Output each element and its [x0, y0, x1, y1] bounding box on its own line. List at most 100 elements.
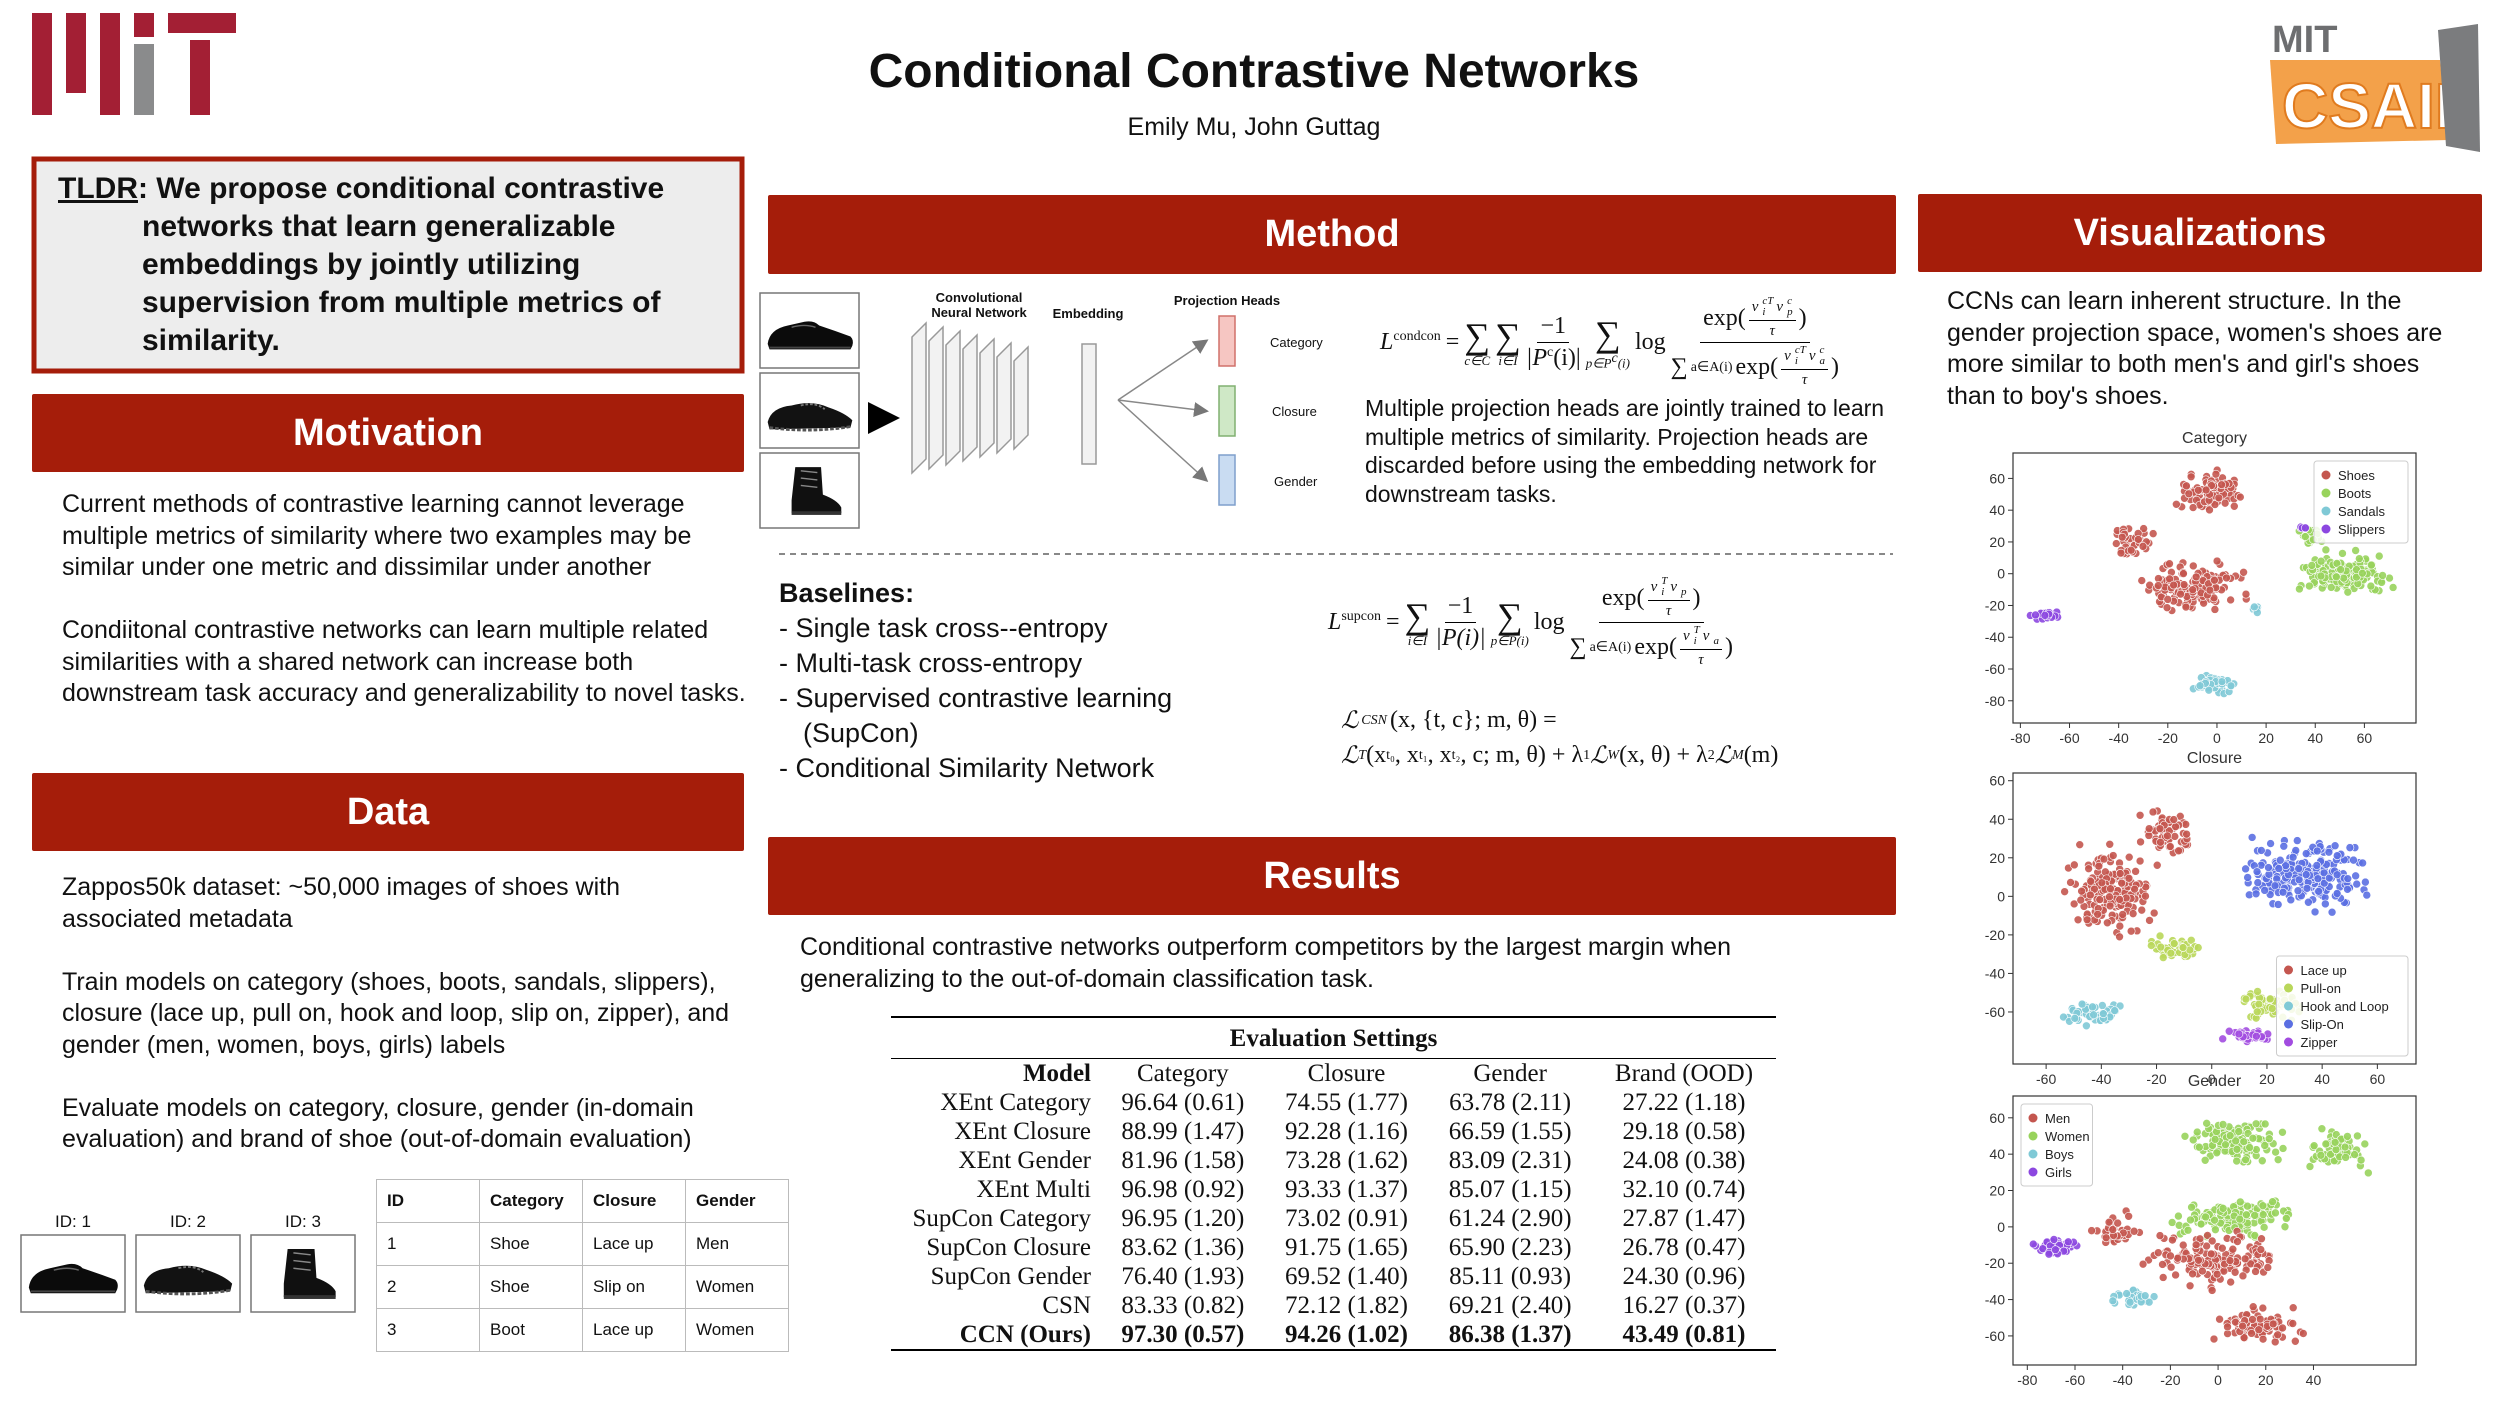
scatter-point	[2155, 931, 2165, 941]
legend-marker	[2321, 470, 2331, 480]
scatter-point	[2239, 1137, 2249, 1146]
scatter-point	[2236, 492, 2245, 502]
scatter-point	[2250, 602, 2259, 612]
formula-token: , c; m, θ) + λ	[1460, 742, 1584, 768]
scatter-point	[2339, 573, 2348, 583]
scatter-point	[2174, 1211, 2183, 1221]
table-row: XEnt Closure 88.99 (1.47) 92.28 (1.16) 66.5…	[891, 1117, 1776, 1146]
scatter-point	[2184, 489, 2194, 499]
scatter-point	[2253, 987, 2262, 996]
scatter-point	[2268, 1197, 2277, 1207]
formula-part: −1 |Pc(i)|	[1526, 313, 1581, 372]
scatter-point	[2234, 1029, 2244, 1039]
formula-token: t₀	[1386, 747, 1395, 763]
scatter-point	[2186, 1215, 2195, 1225]
scatter-point	[2248, 1133, 2258, 1143]
scatter-point	[2145, 916, 2154, 925]
scatter-point	[2126, 545, 2136, 555]
scatter-point	[2230, 1267, 2240, 1277]
scatter-point	[2194, 485, 2203, 495]
scatter-point	[2241, 589, 2251, 599]
table-row: SupCon Closure 83.62 (1.36) 91.75 (1.65) 65…	[891, 1233, 1776, 1262]
tldr-label: TLDR	[58, 172, 138, 205]
scatter-point	[2188, 1269, 2197, 1279]
formula-token: =	[1386, 609, 1400, 635]
legend-marker	[2028, 1131, 2038, 1141]
scatter-point	[2278, 1144, 2288, 1153]
y-tick-label: 0	[1997, 1219, 2005, 1235]
formula-token: T	[1358, 747, 1367, 763]
scatter-point	[2366, 581, 2376, 591]
formula-part: ∑ p∈Pc(i)	[1586, 316, 1630, 369]
scatter-point	[2305, 1162, 2315, 1171]
formula-token: ∑	[1404, 596, 1431, 636]
scatter-point	[2316, 556, 2326, 566]
scatter-point	[2158, 953, 2168, 962]
scatter-point	[2218, 1034, 2228, 1044]
x-tick-label: 20	[2258, 730, 2274, 746]
scatter-point	[2265, 994, 2275, 1004]
plot-title: Closure	[2187, 750, 2242, 767]
scatter-plot: Gender -80 -60 -40 -20 0 20 40 60 40 20 0 -20 -40 -60 M…	[1985, 1073, 2417, 1388]
image-id: ID: 1	[55, 1212, 91, 1231]
x-tick-label: -40	[2109, 730, 2129, 746]
scatter-point	[2388, 583, 2398, 592]
mit-logo	[32, 13, 236, 115]
results-table: Evaluation Settings Model Category Closure G…	[891, 1016, 1776, 1351]
scatter-point	[2210, 1135, 2220, 1144]
table-cell: 91.75 (1.65)	[1285, 1234, 1408, 1261]
formula-token: −1	[1444, 593, 1477, 623]
scatter-point	[2264, 1134, 2274, 1143]
scatter-point	[2224, 1026, 2234, 1036]
table-cell: Lace up	[582, 1222, 686, 1266]
scatter-point	[2077, 999, 2087, 1009]
scatter-point	[2064, 1237, 2073, 1247]
scatter-point	[2256, 1245, 2266, 1254]
scatter-point	[2191, 1240, 2201, 1250]
scatter-point	[2148, 529, 2158, 538]
scatter-point	[2188, 503, 2198, 512]
scatter-point	[2228, 1244, 2238, 1254]
scatter-point	[2257, 1234, 2266, 1244]
scatter-point	[2156, 942, 2166, 952]
plot-title: Category	[2182, 430, 2247, 447]
scatter-point	[2260, 1141, 2270, 1150]
scatter-point	[2193, 943, 2203, 952]
formula: Lsupcon = ∑ i∈I −1 |P(i)| ∑ p∈P(i) log exp(…	[1328, 576, 1733, 669]
scatter-point	[2115, 921, 2125, 931]
scatter-point	[2149, 908, 2159, 918]
formula-token: i∈I	[1498, 353, 1518, 368]
scatter-point	[2332, 851, 2342, 860]
formula-part: ​p	[1681, 576, 1687, 598]
scatter-point	[2136, 837, 2145, 847]
formula-token: , x	[1394, 742, 1419, 768]
scatter-point	[2309, 1141, 2319, 1151]
scatter-point	[2124, 852, 2134, 862]
scatter-point	[2201, 1212, 2210, 1222]
formula-token: a	[1819, 355, 1826, 367]
formula-token: |P(i)|	[1435, 625, 1486, 651]
x-tick-label: 20	[2259, 1071, 2275, 1087]
table-cell: Shoe	[479, 1265, 583, 1309]
scatter-point	[2252, 867, 2262, 876]
scatter-point	[2232, 1156, 2241, 1166]
table-row: XEnt Gender 81.96 (1.58) 73.28 (1.62) 83.09…	[891, 1146, 1776, 1175]
example-images	[20, 1234, 356, 1313]
y-tick-label: -60	[1985, 1004, 2005, 1020]
legend-label: Men	[2045, 1111, 2070, 1126]
table-cell: 61.24 (2.90)	[1448, 1205, 1572, 1232]
table-cell: Model	[1022, 1060, 1091, 1087]
table-cell: Gender	[685, 1179, 789, 1223]
formula-token: c∈C	[1464, 353, 1491, 368]
scatter-point	[2215, 1314, 2224, 1324]
x-tick-label: -60	[2036, 1071, 2056, 1087]
table-row: 1 Shoe Lace up Men	[376, 1222, 789, 1266]
scatter-point	[2253, 878, 2263, 887]
x-tick-label: -20	[2158, 730, 2178, 746]
formula: ℒ CSN (x, {t, c}; m, θ) = ℒ T (x t₀, x t₁, x t₂…	[1341, 706, 1778, 770]
formula-token: v	[1808, 347, 1816, 364]
formula-part: −1 |P(i)|	[1435, 593, 1486, 652]
